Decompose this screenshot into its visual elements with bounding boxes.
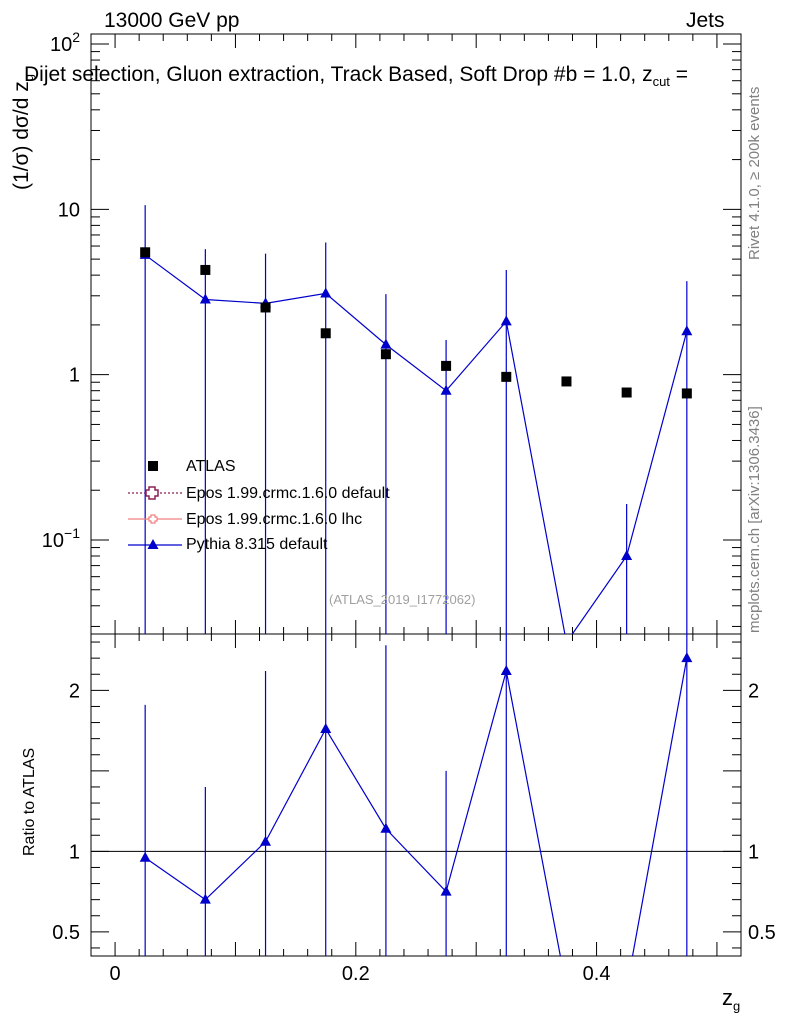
x-tick-label: 0.2 (342, 963, 370, 985)
atlas-marker (501, 371, 512, 382)
pythia-line (144, 254, 688, 634)
atlas-marker (380, 349, 391, 360)
y-tick-label: 10 (58, 199, 80, 221)
main-plot-frame: 10−1 1 10 102 (42, 29, 742, 635)
analysis-watermark: (ATLAS_2019_I1772062) (329, 592, 476, 607)
legend-label-pythia: Pythia 8.315 default (186, 536, 328, 553)
rivet-version-label: Rivet 4.1.0, ≥ 200k events (746, 86, 763, 260)
y-tick-label: 10−1 (42, 525, 80, 552)
legend-symbol-epos-default (145, 486, 159, 500)
mcplots-label: mcplots.cern.ch [arXiv:1306.3436] (746, 406, 763, 633)
legend-symbol-epos-lhc (148, 514, 158, 524)
atlas-marker (260, 302, 271, 313)
process-label: Jets (686, 9, 725, 32)
atlas-marker (320, 328, 331, 339)
atlas-marker (200, 264, 211, 275)
ratio-y-axis-label: Ratio to ATLAS (21, 747, 38, 856)
ratio-marker (139, 851, 151, 862)
ratio-marker (500, 665, 512, 676)
x-axis-label: zg (722, 985, 741, 1014)
atlas-marker (621, 387, 632, 398)
ratio-y-tick-label: 2 (69, 680, 80, 702)
ratio-y-tick-label: 1 (69, 841, 80, 863)
ratio-marker (320, 722, 332, 733)
atlas-marker (681, 388, 692, 399)
pythia-marker (681, 325, 693, 336)
legend-label-epos-default: Epos 1.99.crmc.1.6.0 default (186, 485, 390, 502)
y-tick-label: 1 (69, 365, 80, 387)
pythia-marker (440, 384, 452, 395)
legend-symbol-pythia (147, 539, 159, 549)
ratio-y-tick-label-right: 2 (748, 680, 759, 702)
atlas-marker (140, 247, 151, 258)
ratio-marker (440, 885, 452, 896)
x-tick-label: 0 (110, 963, 121, 985)
pythia-marker (500, 315, 512, 326)
ratio-y-tick-label-right: 0.5 (748, 922, 776, 944)
chart-marks (128, 205, 693, 956)
pythia-marker (320, 287, 332, 298)
legend-symbol-atlas (148, 461, 158, 471)
ratio-marker (681, 652, 693, 663)
ratio-y-tick-label-right: 1 (748, 841, 759, 863)
ratio-plot-border (90, 633, 742, 957)
plot-title: Dijet selection, Gluon extraction, Track… (24, 63, 689, 90)
ratio-marker (199, 893, 211, 904)
y-tick-label: 102 (50, 29, 80, 56)
ratio-line (144, 658, 688, 956)
x-tick-label: 0.4 (583, 963, 611, 985)
legend-symbols (128, 461, 182, 549)
ratio-marker (380, 822, 392, 833)
ratio-marker (260, 835, 272, 846)
legend-label-atlas: ATLAS (186, 458, 236, 475)
pythia-marker (561, 636, 572, 646)
legend-label-epos-lhc: Epos 1.99.crmc.1.6.0 lhc (186, 511, 363, 528)
pythia-marker (380, 338, 392, 349)
pythia-marker (621, 550, 633, 561)
energy-label: 13000 GeV pp (104, 9, 240, 32)
ratio-y-tick-label: 0.5 (52, 922, 80, 944)
ratio-plot-frame: 0 0.2 0.4 0.5 0.5 1 1 2 2 (52, 633, 776, 985)
atlas-marker (441, 360, 452, 371)
main-y-axis-label: (1/σ) dσ/d zg (10, 73, 37, 190)
main-series-group (139, 205, 693, 646)
ratio-series-group (139, 634, 693, 956)
pythia-marker (199, 293, 211, 304)
atlas-marker (561, 376, 572, 387)
